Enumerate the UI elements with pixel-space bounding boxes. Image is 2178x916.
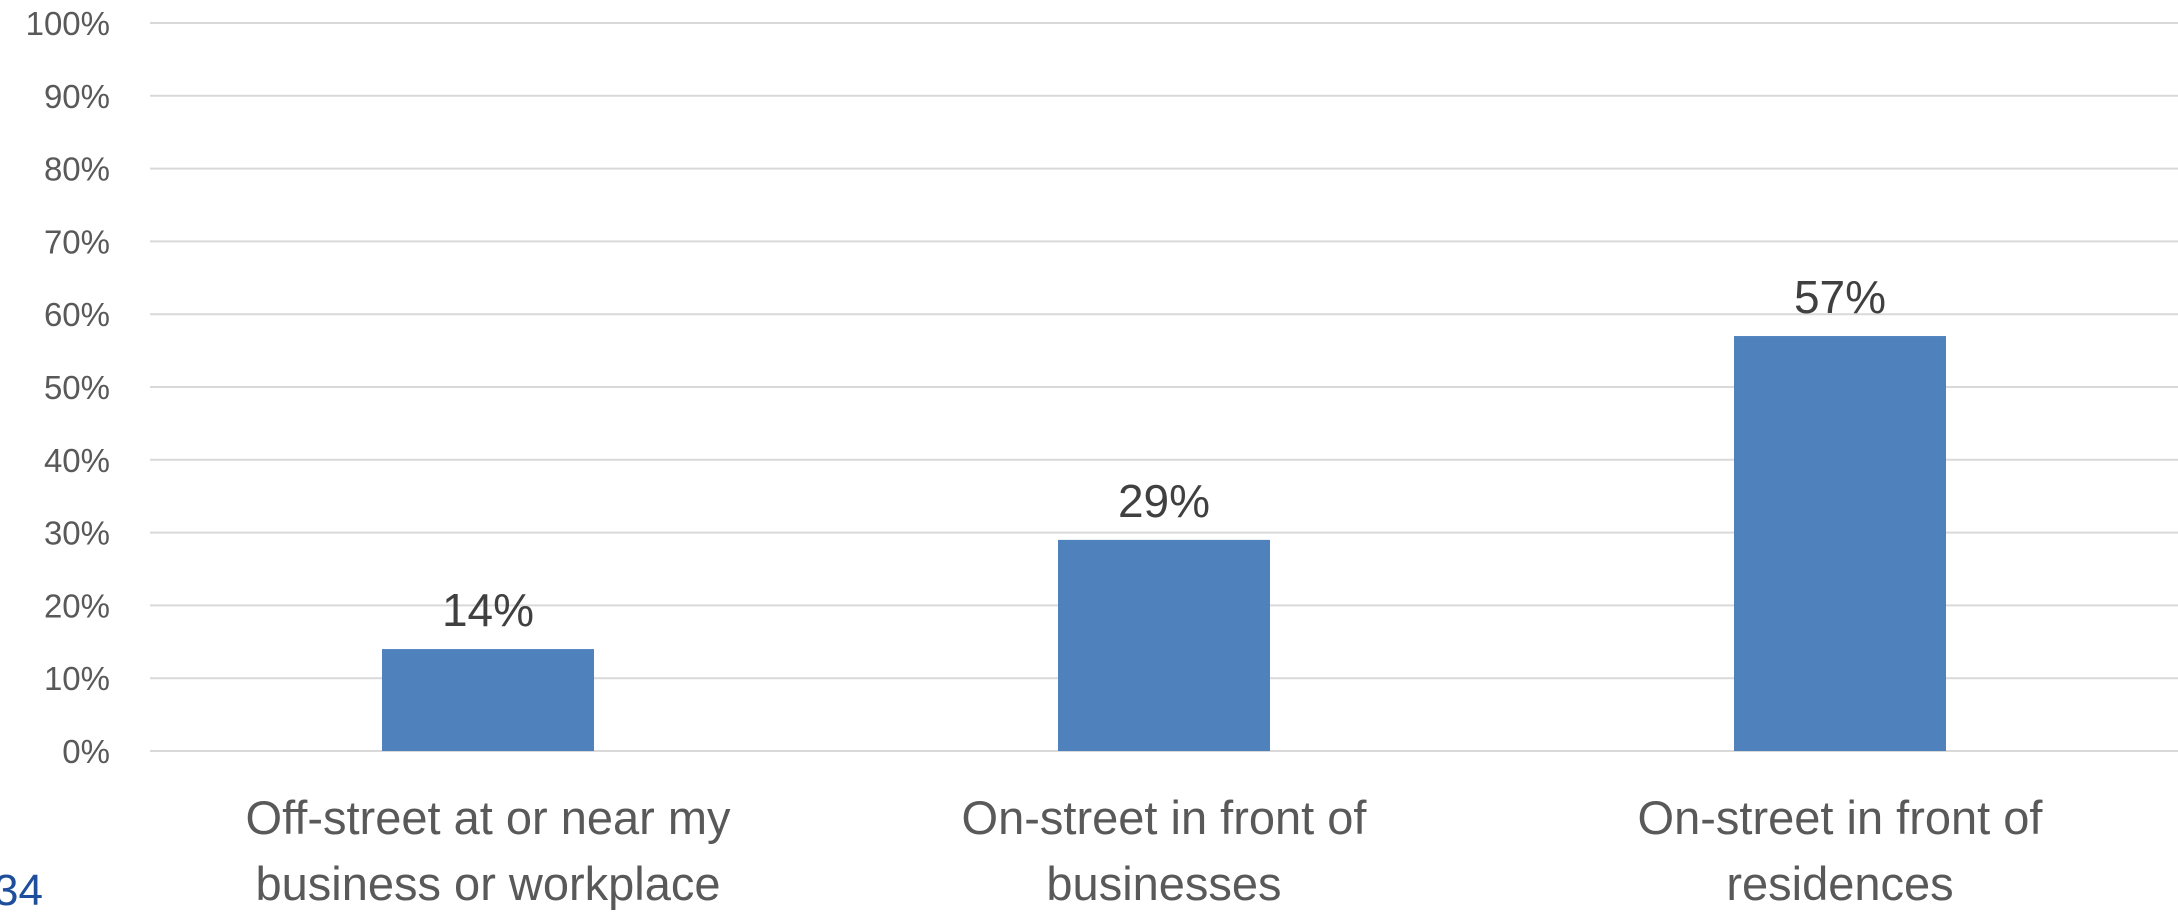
y-tick-label: 70% (44, 223, 110, 260)
category-label: On-street in front of (962, 791, 1368, 844)
data-label: 29% (1118, 475, 1210, 527)
bar (1058, 539, 1270, 751)
y-tick-label: 30% (44, 515, 110, 552)
page-number: 34 (0, 866, 43, 915)
y-tick-label: 0% (62, 733, 110, 770)
y-tick-label: 100% (26, 5, 110, 42)
y-tick-label: 40% (44, 442, 110, 479)
y-tick-label: 80% (44, 151, 110, 188)
category-label: residences (1726, 857, 1953, 910)
category-label: On-street in front of (1638, 791, 2044, 844)
y-tick-label: 10% (44, 660, 110, 697)
data-labels: 14% 29% 57% (442, 271, 1886, 636)
y-tick-label: 60% (44, 296, 110, 333)
y-tick-label: 20% (44, 587, 110, 624)
data-label: 14% (442, 584, 534, 636)
bar (1734, 336, 1946, 751)
bars (382, 336, 1946, 751)
data-label: 57% (1794, 271, 1886, 323)
y-tick-label: 50% (44, 369, 110, 406)
bar (382, 649, 594, 751)
category-label: Off-street at or near my (246, 791, 731, 844)
y-axis-ticks: 0% 10% 20% 30% 40% 50% 60% 70% 80% 90% 100% (26, 5, 110, 770)
category-labels: Off-street at or near my business or work… (246, 791, 2044, 910)
y-tick-label: 90% (44, 78, 110, 115)
category-label: business or workplace (256, 857, 721, 910)
category-label: businesses (1046, 857, 1281, 910)
